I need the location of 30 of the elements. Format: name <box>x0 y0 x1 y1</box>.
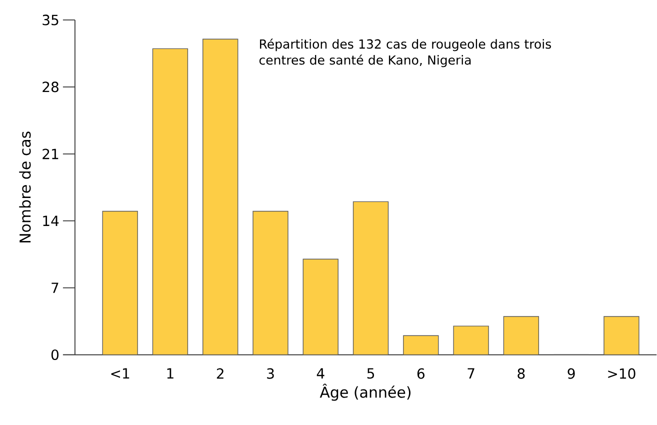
x-tick-label: <1 <box>111 368 130 379</box>
y-tick-label: 0 <box>51 350 59 360</box>
annotation: Répartition des 132 cas de rougeole dans trois centres de santé de Kano, Nigeria <box>259 38 551 68</box>
y-tick-label: 35 <box>42 14 58 26</box>
y-tick-label: 14 <box>43 216 59 226</box>
x-tick-label: >10 <box>608 368 636 379</box>
bar <box>102 211 138 355</box>
x-tick-label: 3 <box>267 368 274 379</box>
bar <box>503 316 540 355</box>
y-tick-label: 7 <box>52 282 58 294</box>
y-tick-label: 21 <box>42 148 58 160</box>
x-tick-label: 4 <box>316 368 324 379</box>
bar <box>302 258 338 355</box>
bar <box>202 38 238 355</box>
x-tick-label: 2 <box>216 368 224 379</box>
x-tick-label: 6 <box>417 368 424 379</box>
x-axis-title: Âge (année) <box>320 384 410 401</box>
x-tick-label: 1 <box>167 368 174 379</box>
y-axis-title: Nombre de cas <box>19 132 31 243</box>
bar <box>403 335 439 355</box>
bar <box>152 48 188 355</box>
x-tick-label: 7 <box>468 368 474 379</box>
x-tick-label: 5 <box>367 368 374 379</box>
bar <box>252 211 288 355</box>
x-tick-label: 8 <box>518 368 525 379</box>
bar <box>352 202 389 355</box>
bar <box>453 326 489 355</box>
bar <box>604 316 640 355</box>
y-tick-label: 28 <box>42 82 58 92</box>
x-tick-label: 9 <box>568 368 575 379</box>
